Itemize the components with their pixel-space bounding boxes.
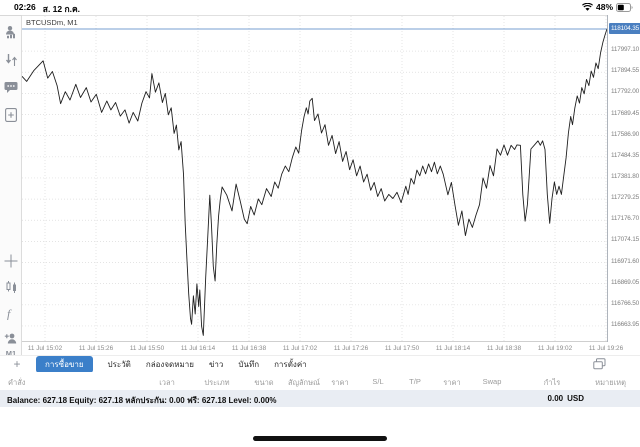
current-price-label: 118104.35 bbox=[609, 22, 640, 34]
chart-canvas[interactable] bbox=[22, 16, 607, 343]
column-header: สัญลักษณ์ bbox=[287, 378, 321, 387]
battery-percent: 48% bbox=[595, 2, 613, 12]
price-tick: 117074.15 bbox=[611, 236, 639, 244]
positions-table-header: คำสั่ง เวลา ประเภท ขนาด สัญลักษณ์ ราคา S/L T/P ร… bbox=[0, 372, 640, 390]
time-tick: 11 Jul 17:50 bbox=[384, 345, 420, 352]
buy-sell-arrows-icon[interactable] bbox=[0, 51, 22, 69]
column-header: ราคา bbox=[443, 378, 461, 387]
column-header: ประเภท bbox=[204, 378, 230, 387]
price-tick: 117689.45 bbox=[611, 109, 639, 117]
price-tick: 117997.10 bbox=[611, 46, 639, 54]
time-tick: 11 Jul 15:02 bbox=[27, 345, 63, 352]
tab-item[interactable]: กล่องจดหมาย bbox=[145, 360, 194, 369]
column-header: เวลา bbox=[159, 378, 175, 387]
windows-icon[interactable] bbox=[593, 358, 606, 370]
objects-icon[interactable] bbox=[0, 329, 22, 347]
profit-currency: USD bbox=[567, 394, 584, 403]
tab-item[interactable]: บันทึก bbox=[238, 360, 260, 369]
price-series-line bbox=[22, 28, 607, 336]
time-tick: 11 Jul 17:02 bbox=[282, 345, 318, 352]
price-tick: 117484.35 bbox=[611, 151, 639, 159]
tab-list: การซื้อขาย ประวัติ กล่องจดหมาย ข่าว บันทึก กา… bbox=[36, 356, 307, 373]
crosshair-icon[interactable] bbox=[0, 252, 22, 270]
battery-icon bbox=[616, 2, 633, 12]
clock: 02:26 bbox=[14, 2, 36, 12]
price-tick: 117279.25 bbox=[611, 194, 639, 202]
price-axis[interactable]: 118104.35 117997.10 117894.55 117792.00 117… bbox=[607, 15, 640, 342]
chart-symbol-label: BTCUSDm, M1 bbox=[26, 18, 78, 27]
time-tick: 11 Jul 17:26 bbox=[333, 345, 369, 352]
account-icon[interactable] bbox=[0, 23, 22, 41]
price-tick: 116869.05 bbox=[611, 278, 639, 286]
home-indicator[interactable] bbox=[253, 436, 387, 441]
tab-item[interactable]: ข่าว bbox=[208, 360, 224, 369]
time-tick: 11 Jul 15:26 bbox=[78, 345, 114, 352]
tab-item[interactable]: ประวัติ bbox=[107, 360, 131, 369]
column-header: ขนาด bbox=[254, 378, 274, 387]
column-header: หมายเหตุ bbox=[595, 378, 626, 387]
indicators-icon[interactable]: f bbox=[0, 304, 22, 322]
add-tab-button[interactable]: + bbox=[13, 357, 21, 371]
time-tick: 11 Jul 15:50 bbox=[129, 345, 165, 352]
status-bar: 02:26 ส. 12 ก.ค. 48% bbox=[0, 0, 640, 15]
status-date: ส. 12 ก.ค. bbox=[42, 4, 81, 14]
tab-active[interactable]: การซื้อขาย bbox=[36, 356, 93, 373]
account-summary-row: Balance: 627.18 Equity: 627.18 หลักประกั… bbox=[0, 390, 640, 407]
price-tick: 117792.00 bbox=[611, 88, 639, 96]
account-summary: Balance: 627.18 Equity: 627.18 หลักประกั… bbox=[7, 396, 277, 405]
price-tick: 116766.50 bbox=[611, 299, 639, 307]
chart-type-icon[interactable] bbox=[0, 278, 22, 296]
column-header: Swap bbox=[482, 377, 502, 386]
left-toolbar: f M1 bbox=[0, 16, 22, 358]
chat-icon[interactable] bbox=[0, 78, 22, 96]
column-header: T/P bbox=[409, 377, 421, 386]
time-tick: 11 Jul 16:14 bbox=[180, 345, 216, 352]
column-header: ราคา bbox=[331, 378, 349, 387]
svg-text:f: f bbox=[7, 307, 12, 321]
time-axis[interactable]: 11 Jul 15:02 11 Jul 15:26 11 Jul 15:50 11 J… bbox=[22, 343, 623, 355]
price-tick: 117586.90 bbox=[611, 130, 639, 138]
timeframe-button[interactable]: M1 bbox=[5, 349, 17, 358]
new-order-icon[interactable] bbox=[0, 106, 22, 124]
price-chart[interactable]: BTCUSDm, M1 bbox=[22, 15, 607, 343]
price-tick: 116971.60 bbox=[611, 257, 639, 265]
price-tick: 117894.55 bbox=[611, 67, 639, 75]
column-header: คำสั่ง bbox=[8, 378, 26, 387]
column-header: S/L bbox=[372, 377, 384, 386]
time-tick: 11 Jul 19:26 bbox=[588, 345, 624, 352]
price-tick: 117176.70 bbox=[611, 215, 639, 223]
price-tick: 116663.95 bbox=[611, 320, 639, 328]
time-tick: 11 Jul 16:38 bbox=[231, 345, 267, 352]
bottom-tab-bar: + การซื้อขาย ประวัติ กล่องจดหมาย ข่าว บันทึก… bbox=[0, 355, 640, 373]
column-header: กำไร bbox=[543, 378, 561, 387]
time-tick: 11 Jul 19:02 bbox=[537, 345, 573, 352]
tab-item[interactable]: การตั้งค่า bbox=[274, 360, 307, 369]
wifi-icon bbox=[582, 2, 593, 12]
time-tick: 11 Jul 18:38 bbox=[486, 345, 522, 352]
price-tick: 117381.80 bbox=[611, 172, 639, 180]
time-tick: 11 Jul 18:14 bbox=[435, 345, 471, 352]
total-profit: 0.00 bbox=[547, 394, 564, 403]
